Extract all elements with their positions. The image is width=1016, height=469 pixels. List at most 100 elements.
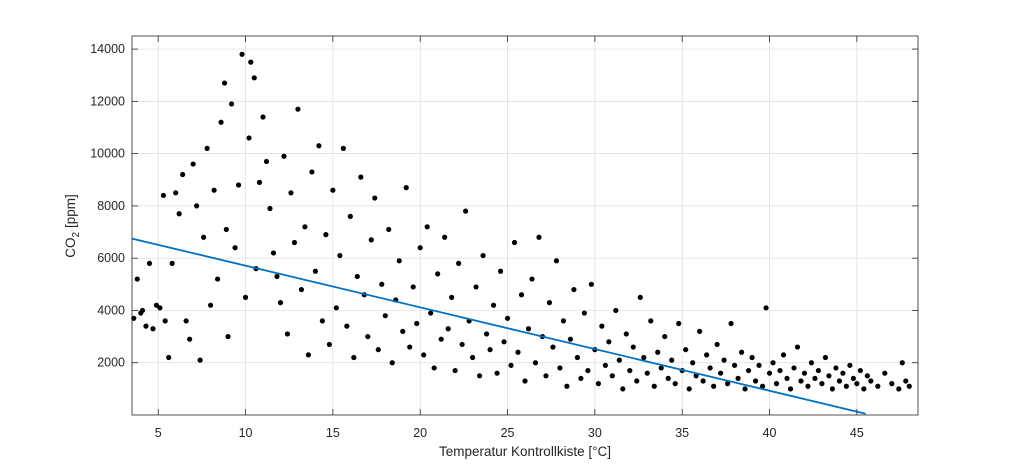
data-point bbox=[298, 286, 305, 293]
data-point bbox=[214, 276, 221, 282]
data-point bbox=[396, 258, 402, 264]
regression-line bbox=[131, 237, 866, 415]
data-point bbox=[146, 260, 153, 266]
data-point bbox=[752, 378, 759, 384]
data-point bbox=[160, 192, 167, 199]
data-point bbox=[267, 205, 273, 212]
data-point bbox=[284, 331, 291, 337]
data-point bbox=[316, 143, 322, 149]
data-point bbox=[704, 352, 710, 358]
x-tick-label: 40 bbox=[763, 426, 777, 440]
data-point bbox=[162, 318, 168, 324]
data-point bbox=[560, 318, 567, 324]
data-point bbox=[431, 365, 437, 371]
data-point bbox=[822, 354, 829, 361]
data-point bbox=[173, 190, 179, 196]
data-point bbox=[620, 386, 626, 392]
data-point bbox=[428, 310, 434, 316]
data-point bbox=[225, 333, 231, 340]
data-point bbox=[669, 357, 675, 363]
data-point bbox=[637, 294, 643, 300]
axis-ticks: 5 10 15 20 25 30 35 40 45 2000 4000 6000 8000 10000 12… bbox=[90, 36, 918, 440]
data-point bbox=[770, 360, 776, 366]
data-point bbox=[351, 354, 357, 361]
data-point bbox=[435, 271, 441, 277]
data-point bbox=[473, 284, 479, 290]
y-axis-label-main: CO bbox=[63, 238, 78, 258]
data-point bbox=[861, 386, 867, 392]
data-point bbox=[239, 51, 245, 57]
data-point bbox=[784, 375, 790, 382]
data-point bbox=[651, 383, 657, 389]
x-tick-label: 20 bbox=[413, 426, 427, 440]
data-point bbox=[379, 281, 385, 287]
data-point bbox=[756, 362, 762, 368]
data-point bbox=[553, 258, 560, 264]
data-point bbox=[812, 375, 818, 382]
data-point bbox=[263, 158, 270, 165]
data-point bbox=[333, 305, 339, 311]
data-point bbox=[805, 383, 811, 389]
x-axis-label: Temperatur Kontrollkiste [°C] bbox=[439, 444, 611, 459]
data-point bbox=[829, 386, 836, 392]
data-point bbox=[134, 276, 140, 282]
data-point bbox=[889, 381, 895, 387]
data-point bbox=[421, 352, 427, 358]
data-point bbox=[358, 174, 364, 180]
data-point bbox=[248, 59, 254, 65]
data-point bbox=[274, 273, 280, 280]
data-point bbox=[157, 305, 163, 311]
x-tick-label: 25 bbox=[501, 426, 515, 440]
data-point bbox=[683, 347, 689, 353]
data-point bbox=[424, 224, 430, 230]
data-point bbox=[180, 171, 186, 178]
data-point bbox=[445, 326, 451, 332]
data-point bbox=[365, 333, 371, 340]
data-point bbox=[840, 370, 846, 376]
data-point bbox=[354, 273, 360, 280]
data-point bbox=[417, 245, 423, 251]
data-point bbox=[791, 365, 797, 371]
data-point bbox=[211, 187, 217, 193]
data-point bbox=[759, 383, 766, 389]
data-point bbox=[295, 106, 301, 112]
data-point bbox=[738, 349, 745, 355]
data-point bbox=[232, 245, 238, 251]
data-point bbox=[208, 302, 214, 308]
data-point bbox=[532, 360, 539, 366]
data-point bbox=[766, 370, 773, 376]
data-point bbox=[836, 378, 843, 384]
data-point bbox=[896, 386, 902, 392]
data-point bbox=[176, 211, 182, 217]
x-tick-label: 35 bbox=[675, 426, 689, 440]
data-point bbox=[899, 360, 905, 366]
data-point bbox=[139, 307, 146, 314]
y-axis-label-sub: 2 bbox=[71, 232, 82, 238]
x-tick-label: 15 bbox=[326, 426, 340, 440]
data-point bbox=[763, 305, 769, 311]
data-point bbox=[906, 383, 912, 389]
data-point bbox=[711, 383, 717, 389]
data-point bbox=[609, 373, 615, 379]
data-point bbox=[456, 260, 462, 266]
y-tick-label: 6000 bbox=[97, 251, 125, 265]
y-tick-label: 12000 bbox=[90, 94, 125, 108]
data-point bbox=[277, 300, 284, 306]
data-point bbox=[323, 232, 329, 238]
data-point bbox=[382, 313, 388, 319]
data-point bbox=[745, 367, 752, 374]
data-point bbox=[794, 344, 801, 350]
data-point bbox=[571, 286, 577, 293]
data-point bbox=[627, 367, 633, 374]
data-point bbox=[291, 239, 298, 246]
data-point bbox=[780, 352, 787, 358]
data-point bbox=[190, 161, 196, 167]
data-point bbox=[588, 281, 594, 287]
data-point bbox=[613, 307, 619, 314]
data-point bbox=[260, 114, 266, 120]
data-point bbox=[585, 367, 591, 374]
data-point bbox=[251, 75, 257, 81]
data-point bbox=[578, 375, 584, 382]
y-tick-label: 4000 bbox=[97, 303, 125, 317]
data-point bbox=[449, 294, 455, 300]
